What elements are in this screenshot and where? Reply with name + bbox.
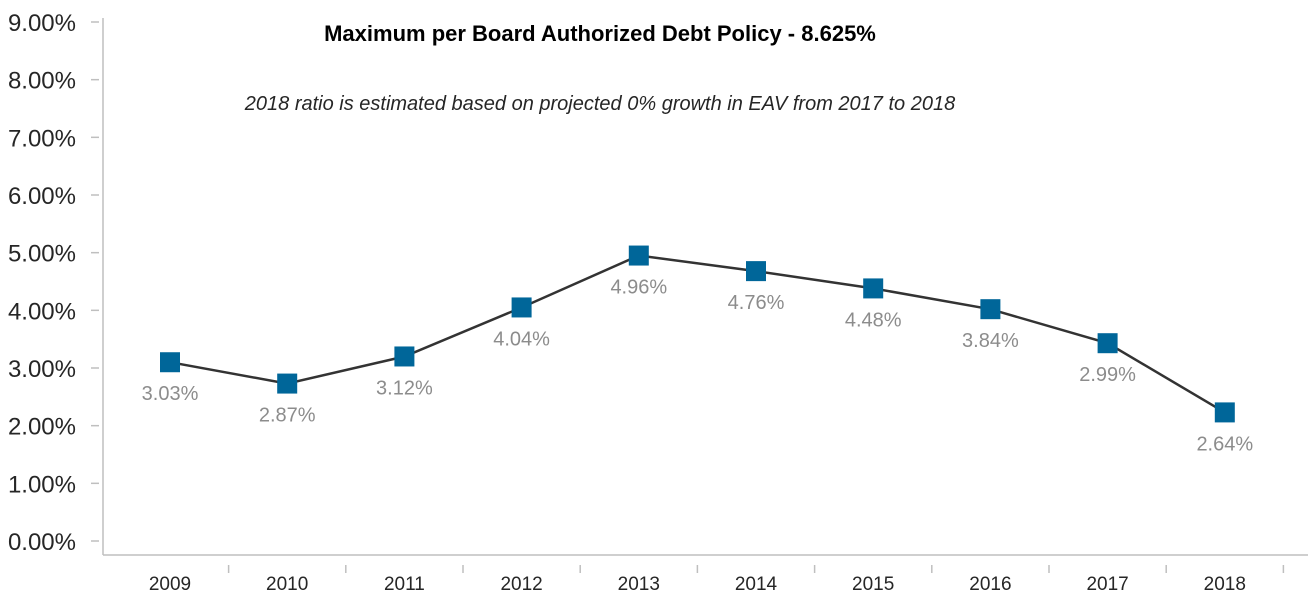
x-tick-label: 2011	[384, 574, 425, 593]
y-tick-label: 5.00%	[8, 241, 76, 268]
data-label: 2.87%	[259, 405, 316, 427]
y-tick-label: 4.00%	[8, 298, 76, 325]
x-tick-label: 2017	[1086, 574, 1128, 593]
data-label: 4.96%	[610, 277, 667, 299]
data-point-marker	[277, 373, 298, 394]
y-tick-label: 6.00%	[8, 183, 76, 210]
y-tick-label: 0.00%	[8, 529, 76, 556]
data-labels: 3.03% 2.87% 3.12% 4.04% 4.96% 4.76% 4.48% 3.84%…	[142, 277, 1254, 456]
data-point-marker	[160, 352, 180, 373]
y-tick-label: 8.00%	[8, 68, 76, 95]
data-label: 3.84%	[962, 330, 1019, 352]
x-tick-label: 2014	[735, 574, 778, 593]
y-tick-label: 1.00%	[8, 471, 76, 498]
y-tick-label: 9.00%	[8, 10, 76, 37]
y-axis: 0.00% 1.00% 2.00% 3.00% 4.00% 5.00% 6.00% 7.00%…	[8, 10, 99, 556]
x-axis: 2009 2010 2011 2012 2013 2014 2015 2016 2017 2018	[149, 565, 1285, 593]
x-tick-label: 2009	[149, 574, 191, 593]
data-label: 4.48%	[845, 309, 902, 331]
series-markers	[160, 245, 1235, 423]
y-tick-label: 2.00%	[8, 414, 76, 441]
data-point-marker	[394, 346, 415, 367]
data-point-marker	[628, 245, 649, 266]
chart-title: Maximum per Board Authorized Debt Policy…	[324, 21, 876, 46]
data-point-marker	[746, 261, 766, 282]
data-point-marker	[863, 278, 884, 299]
data-label: 4.04%	[493, 328, 550, 350]
data-point-marker	[1214, 402, 1235, 423]
series-line	[169, 254, 1226, 414]
data-label: 2.99%	[1079, 364, 1136, 386]
data-point-marker	[511, 297, 532, 318]
y-tick-label: 7.00%	[8, 125, 76, 152]
x-tick-label: 2018	[1204, 574, 1246, 593]
x-tick-label: 2010	[266, 574, 308, 593]
x-tick-label: 2013	[618, 574, 660, 593]
data-point-marker	[1097, 333, 1118, 354]
x-tick-label: 2015	[852, 574, 894, 593]
data-label: 4.76%	[728, 292, 785, 314]
data-label: 3.12%	[376, 377, 433, 399]
x-tick-label: 2016	[969, 574, 1011, 593]
y-tick-label: 3.00%	[8, 356, 76, 383]
data-label: 2.64%	[1196, 433, 1253, 455]
x-tick-label: 2012	[500, 574, 542, 593]
chart-annotation: 2018 ratio is estimated based on project…	[244, 93, 955, 115]
data-label: 3.03%	[142, 383, 199, 405]
data-point-marker	[980, 299, 1001, 320]
